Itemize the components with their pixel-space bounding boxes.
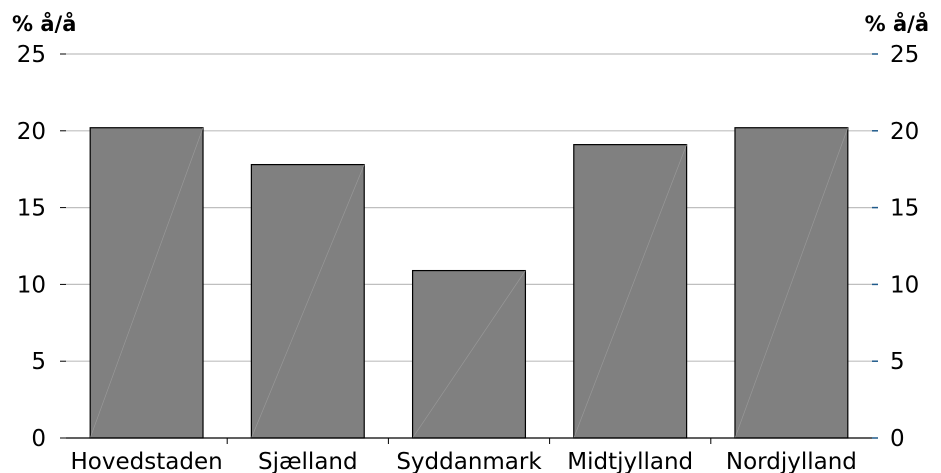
y-tick-label-right: 25 [890,42,919,68]
y-tick-label-left: 25 [17,42,46,68]
x-category-label: Midtjylland [567,449,693,473]
y-axis-unit-left: % å/å [12,12,77,36]
y-tick-label-left: 15 [17,196,46,222]
y-tick-label-left: 5 [31,349,46,375]
y-tick-label-left: 0 [31,426,46,452]
y-tick-label-right: 10 [890,272,919,298]
x-category-label: Syddanmark [396,449,542,473]
x-category-label: Nordjylland [726,449,857,473]
axes [60,53,878,444]
y-axis-unit-right: % å/å [864,12,929,36]
y-tick-label-left: 20 [17,119,46,145]
x-category-label: Sjælland [258,449,358,473]
bars [89,127,849,439]
bar-hatch-line [89,127,204,439]
y-tick-label-left: 10 [17,272,46,298]
y-tick-label-right: 0 [890,426,905,452]
x-category-label: Hovedstaden [71,449,223,473]
y-tick-label-right: 5 [890,349,905,375]
y-tick-label-right: 15 [890,196,919,222]
bar-hatch-line [734,127,849,439]
labels: 0 0 5 5 10 10 15 15 20 20 25 25 Hovedstaden Sjælland S… [17,42,920,473]
y-tick-label-right: 20 [890,119,919,145]
bar-hatch-line [573,144,687,439]
bar-hatch-line [412,270,526,439]
bar-hatch-line [251,164,365,439]
